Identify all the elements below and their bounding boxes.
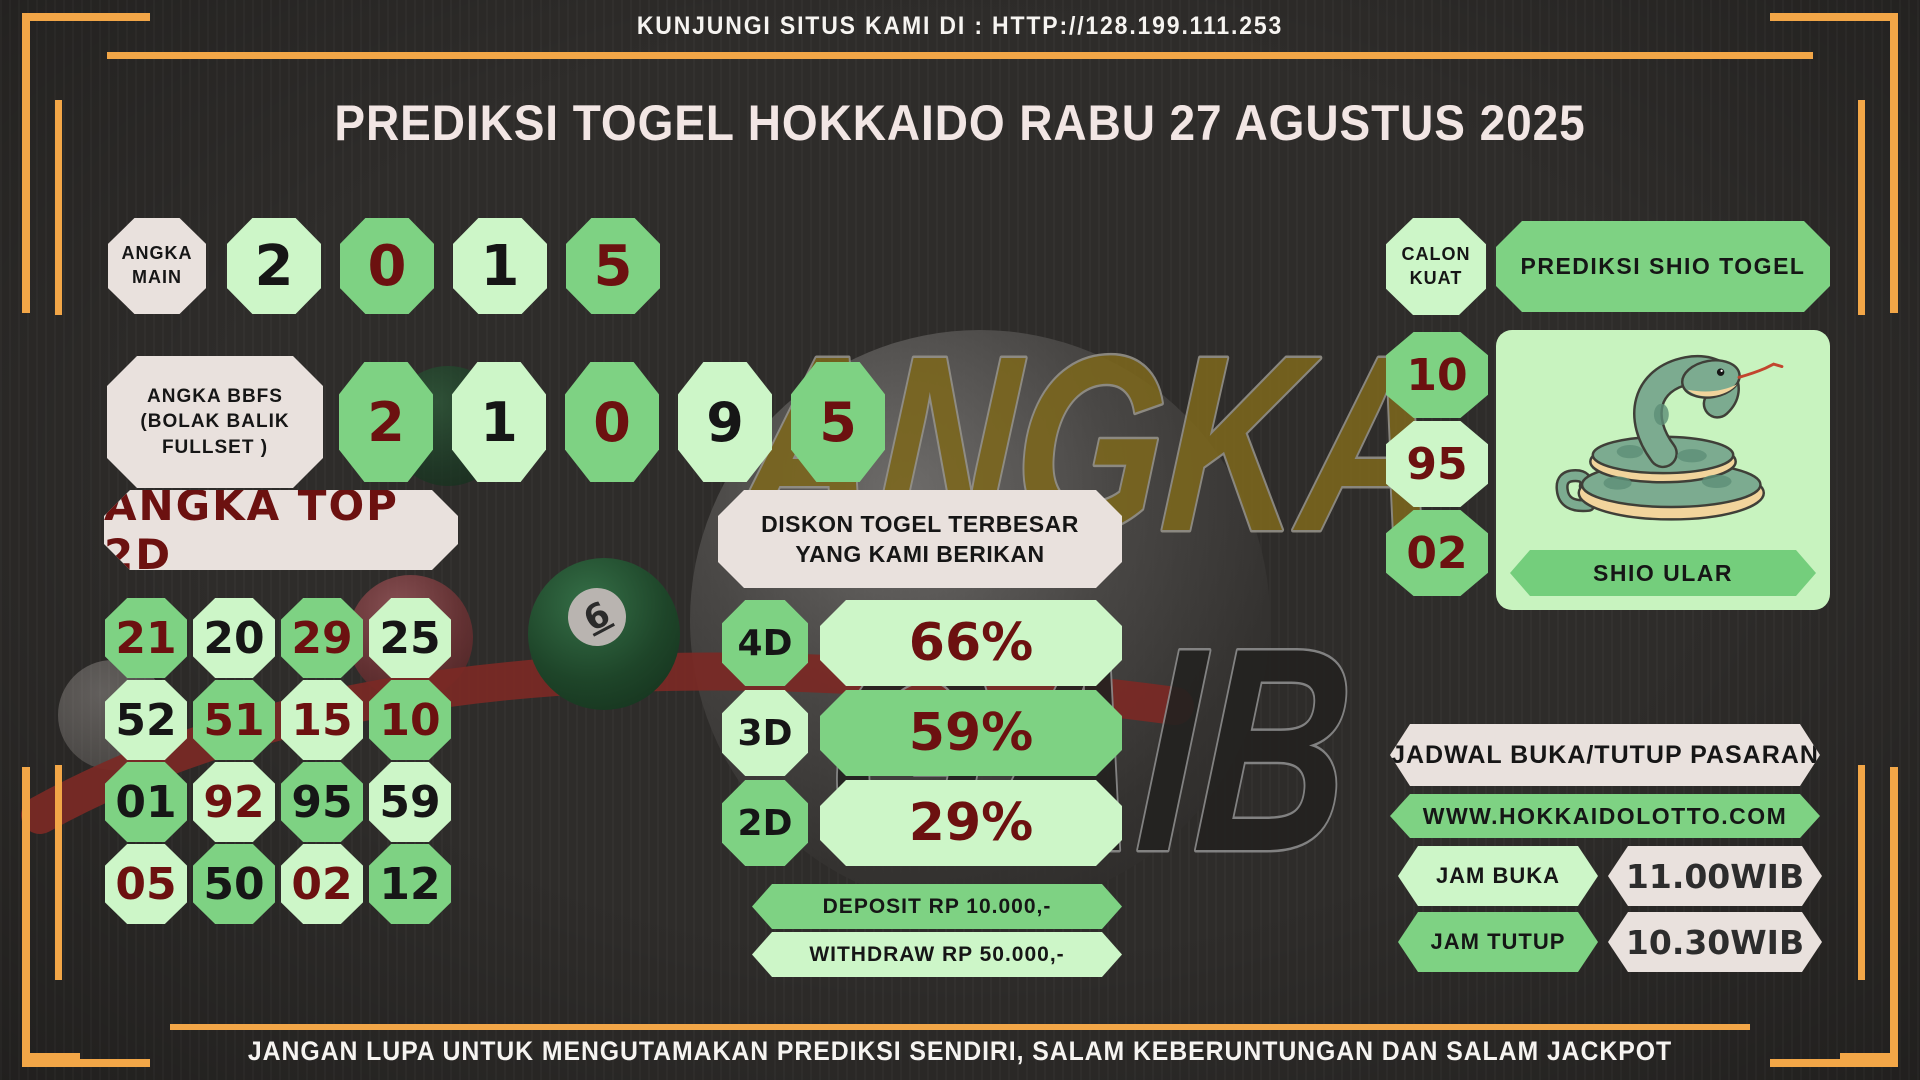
- bbfs-digit: 2: [339, 362, 433, 482]
- jam-buka-label: JAM BUKA: [1398, 846, 1598, 906]
- angka-bbfs-label-line1: ANGKA BBFS: [147, 386, 283, 408]
- website-banner: WWW.HOKKAIDOLOTTO.COM: [1390, 794, 1820, 838]
- shio-number: 95: [1386, 421, 1488, 507]
- jam-tutup-value: 10.30WIB: [1608, 912, 1822, 972]
- angka-main-digit: 5: [566, 218, 660, 314]
- page-title: PREDIKSI TOGEL HOKKAIDO RABU 27 AGUSTUS …: [334, 95, 1586, 151]
- bbfs-digit: 5: [791, 362, 885, 482]
- shio-number: 10: [1386, 332, 1488, 418]
- corner-bracket-br-v: [1890, 767, 1898, 1067]
- top2d-cell: 50: [193, 844, 275, 924]
- snake-illustration: [1555, 354, 1784, 521]
- bbfs-digit: 9: [678, 362, 772, 482]
- corner-bracket-tr-h: [1770, 13, 1898, 21]
- corner-bracket-bl-inner: [55, 765, 62, 980]
- angka-main-label-line2: MAIN: [132, 267, 182, 287]
- diskon-2d-value: 29%: [820, 780, 1122, 866]
- accent-line-top: [107, 52, 1813, 59]
- accent-bar-bottom-right: [1840, 1053, 1898, 1061]
- angka-main-label-line1: ANGKA: [121, 243, 193, 264]
- diskon-title-line2: YANG KAMI BERIKAN: [795, 541, 1045, 567]
- corner-bracket-tl-v: [22, 13, 30, 313]
- angka-top-2d-banner: ANGKA TOP 2D: [104, 490, 458, 570]
- corner-bracket-tl-h: [22, 13, 150, 21]
- jam-buka-value: 11.00WIB: [1608, 846, 1822, 906]
- diskon-2d-label: 2D: [722, 780, 808, 866]
- corner-bracket-tr-inner: [1858, 100, 1865, 315]
- top2d-cell: 10: [369, 680, 451, 760]
- top2d-cell: 20: [193, 598, 275, 678]
- diskon-4d-label: 4D: [722, 600, 808, 686]
- shio-number: 02: [1386, 510, 1488, 596]
- top2d-cell: 92: [193, 762, 275, 842]
- diskon-title-panel: DISKON TOGEL TERBESAR YANG KAMI BERIKAN: [718, 490, 1122, 588]
- top2d-cell: 29: [281, 598, 363, 678]
- footer-text: JANGAN LUPA UNTUK MENGUTAMAKAN PREDIKSI …: [247, 1036, 1673, 1066]
- top2d-cell: 51: [193, 680, 275, 760]
- shio-name-banner: SHIO ULAR: [1510, 550, 1816, 596]
- top-banner-text: KUNJUNGI SITUS KAMI DI : HTTP://128.199.…: [636, 12, 1284, 40]
- diskon-title-line1: DISKON TOGEL TERBESAR: [761, 510, 1079, 537]
- corner-bracket-bl-v: [22, 767, 30, 1067]
- accent-line-bottom: [170, 1024, 1750, 1030]
- angka-main-digit: 1: [453, 218, 547, 314]
- withdraw-banner: WITHDRAW RP 50.000,-: [752, 932, 1122, 977]
- diskon-3d-label: 3D: [722, 690, 808, 776]
- top2d-cell: 02: [281, 844, 363, 924]
- corner-bracket-br-h: [1770, 1059, 1898, 1067]
- calon-kuat-line2: KUAT: [1409, 267, 1463, 288]
- angka-main-digit: 0: [340, 218, 434, 314]
- calon-kuat-label: CALON KUAT: [1386, 218, 1486, 315]
- angka-main-digit: 2: [227, 218, 321, 314]
- top2d-cell: 15: [281, 680, 363, 760]
- top2d-cell: 12: [369, 844, 451, 924]
- deposit-banner: DEPOSIT RP 10.000,-: [752, 884, 1122, 929]
- bbfs-digit: 1: [452, 362, 546, 482]
- diskon-4d-value: 66%: [820, 600, 1122, 686]
- jadwal-title-banner: JADWAL BUKA/TUTUP PASARAN: [1390, 724, 1820, 786]
- angka-bbfs-label-line3: FULLSET ): [161, 436, 269, 458]
- shio-title-banner: PREDIKSI SHIO TOGEL: [1496, 221, 1830, 312]
- top2d-cell: 01: [105, 762, 187, 842]
- jam-tutup-label: JAM TUTUP: [1398, 912, 1598, 972]
- corner-bracket-tr-v: [1890, 13, 1898, 313]
- corner-bracket-tl-inner: [55, 100, 62, 315]
- top2d-cell: 95: [281, 762, 363, 842]
- angka-top-2d-grid: 21 20 29 25 52 51 15 10 01 92 95 59 05 5…: [105, 598, 451, 924]
- corner-bracket-bl-h: [22, 1059, 150, 1067]
- angka-bbfs-label-line2: (BOLAK BALIK: [140, 411, 290, 433]
- diskon-3d-value: 59%: [820, 690, 1122, 776]
- top2d-cell: 21: [105, 598, 187, 678]
- corner-bracket-br-inner: [1858, 765, 1865, 980]
- accent-bar-bottom-left: [22, 1053, 80, 1061]
- top2d-cell: 59: [369, 762, 451, 842]
- top2d-cell: 52: [105, 680, 187, 760]
- top2d-cell: 25: [369, 598, 451, 678]
- calon-kuat-line1: CALON: [1401, 243, 1471, 264]
- angka-main-label: ANGKA MAIN: [108, 218, 206, 314]
- shio-panel: SHIO ULAR: [1496, 330, 1830, 610]
- top2d-cell: 05: [105, 844, 187, 924]
- angka-bbfs-label: ANGKA BBFS (BOLAK BALIK FULLSET ): [107, 356, 323, 488]
- bbfs-digit: 0: [565, 362, 659, 482]
